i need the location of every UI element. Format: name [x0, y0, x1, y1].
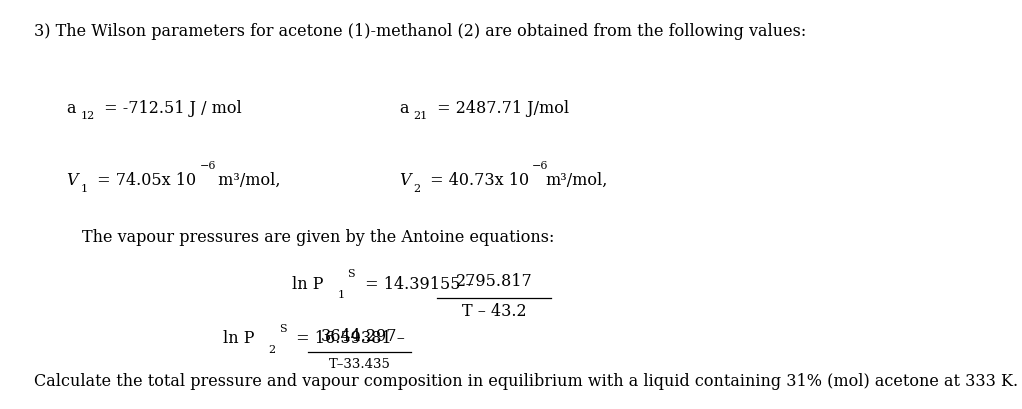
Text: 1: 1 [81, 184, 88, 194]
Text: T–33.435: T–33.435 [328, 358, 390, 371]
Text: 2: 2 [413, 184, 420, 194]
Text: m³/mol,: m³/mol, [213, 172, 280, 189]
Text: 1: 1 [337, 290, 344, 301]
Text: ln P: ln P [223, 330, 254, 347]
Text: 2: 2 [269, 345, 276, 355]
Text: 21: 21 [413, 111, 427, 121]
Text: 12: 12 [81, 111, 95, 121]
Text: V: V [66, 172, 78, 189]
Text: = 74.05x 10: = 74.05x 10 [92, 172, 196, 189]
Text: a: a [66, 100, 76, 117]
Text: The vapour pressures are given by the Antoine equations:: The vapour pressures are given by the An… [82, 229, 554, 246]
Text: 3644.297: 3644.297 [321, 328, 398, 344]
Text: S: S [347, 269, 356, 279]
Text: Calculate the total pressure and vapour composition in equilibrium with a liquid: Calculate the total pressure and vapour … [35, 373, 1019, 390]
Text: −6: −6 [199, 161, 216, 171]
Text: = 2487.71 J/mol: = 2487.71 J/mol [432, 100, 569, 117]
Text: = 16.59381 –: = 16.59381 – [291, 330, 405, 347]
Text: = -712.51 J / mol: = -712.51 J / mol [99, 100, 242, 117]
Text: = 14.39155 –: = 14.39155 – [361, 276, 474, 293]
Text: = 40.73x 10: = 40.73x 10 [425, 172, 529, 189]
Text: m³/mol,: m³/mol, [546, 172, 608, 189]
Text: ln P: ln P [292, 276, 324, 293]
Text: S: S [279, 324, 286, 334]
Text: T – 43.2: T – 43.2 [462, 303, 526, 320]
Text: 2795.817: 2795.817 [456, 273, 532, 290]
Text: a: a [400, 100, 409, 117]
Text: V: V [400, 172, 411, 189]
Text: −6: −6 [532, 161, 549, 171]
Text: 3) The Wilson parameters for acetone (1)-methanol (2) are obtained from the foll: 3) The Wilson parameters for acetone (1)… [35, 23, 806, 40]
